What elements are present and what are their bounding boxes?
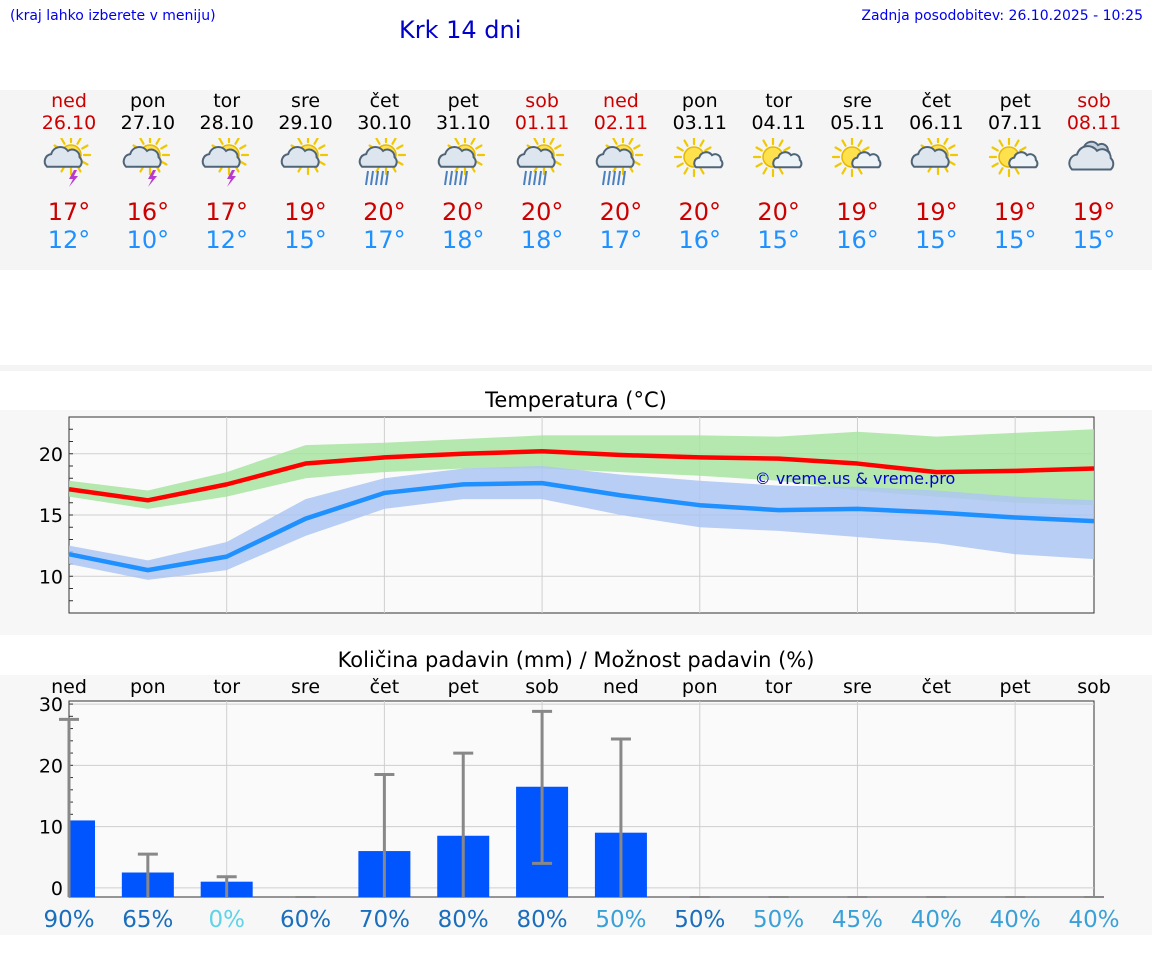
day-date: 01.11 [514, 112, 570, 134]
sun-small-cloud-icon [752, 136, 802, 178]
max-temperature: 20° [520, 198, 564, 226]
day-date: 05.11 [830, 112, 885, 134]
min-temperature: 12° [47, 226, 91, 254]
day-date: 07.11 [987, 112, 1043, 134]
min-temperature: 17° [599, 226, 643, 254]
weather-icon [751, 136, 807, 188]
max-temperature: 19° [284, 198, 327, 226]
weather-icon [514, 134, 570, 188]
day-name: pet [447, 90, 479, 112]
day-name: ned [51, 90, 87, 112]
min-temperature: 15° [993, 226, 1037, 254]
sun-cloud-thunder-icon [122, 134, 170, 187]
precipitation-chart-title: Količina padavin (mm) / Možnost padavin … [337, 648, 815, 672]
weather-icon [830, 136, 886, 188]
daily-forecast-strip: ned 26.10 17° 12° pon 27.10 16° 10° tor 28.10 17° 1… [0, 90, 1152, 270]
day-date: 08.11 [1066, 112, 1122, 134]
min-temperature: 12° [205, 226, 248, 254]
lightning-icon [147, 170, 157, 187]
day-date: 31.10 [436, 112, 491, 134]
max-temperature: 20° [441, 198, 485, 226]
sun-cloud-rain-icon [516, 134, 565, 186]
max-temperature: 19° [836, 198, 879, 226]
day-name: sre [843, 90, 872, 112]
day-date: 27.10 [120, 112, 176, 134]
min-temperature: 15° [757, 226, 800, 254]
max-temperature: 16° [126, 198, 170, 226]
weather-icon [672, 136, 728, 188]
day-name: čet [369, 90, 400, 112]
day-date: 02.11 [593, 112, 649, 134]
sun-cloud-icon [280, 134, 328, 176]
menu-hint-link[interactable]: (kraj lahko izberete v meniju) [10, 8, 216, 24]
min-temperature: 15° [1072, 226, 1116, 254]
min-temperature: 10° [126, 226, 170, 254]
max-temperature: 20° [599, 198, 643, 226]
weather-icon [1066, 138, 1122, 188]
max-temperature: 20° [678, 198, 722, 226]
temperature-panel [0, 410, 1152, 635]
sun-cloud-thunder-icon [201, 134, 249, 187]
sun-cloud-rain-icon [359, 134, 407, 186]
day-date: 04.11 [751, 112, 806, 134]
day-name: pet [999, 90, 1031, 112]
sun-small-cloud-icon [831, 136, 881, 178]
weather-icon [356, 134, 412, 188]
day-date: 30.10 [357, 112, 412, 134]
sun-small-cloud-icon [989, 136, 1039, 178]
day-name: sob [1077, 90, 1111, 112]
weather-icon [435, 134, 491, 188]
day-date: 26.10 [41, 112, 97, 134]
day-name: tor [213, 90, 241, 112]
sun-cloud-rain-icon [595, 134, 644, 186]
day-name: sob [525, 90, 559, 112]
page-title: Krk 14 dni [399, 16, 522, 44]
day-name: sre [291, 90, 321, 112]
day-name: čet [921, 90, 952, 112]
day-name: tor [765, 90, 793, 112]
weather-icon [41, 134, 97, 188]
precipitation-panel [0, 675, 1152, 935]
day-name: ned [603, 90, 639, 112]
lightning-icon [69, 170, 78, 187]
sun-cloud-rain-icon [437, 134, 486, 186]
weather-icon [987, 136, 1043, 188]
min-temperature: 16° [836, 226, 879, 254]
day-date: 29.10 [278, 112, 333, 134]
last-update: Zadnja posodobitev: 26.10.2025 - 10:25 [861, 8, 1143, 24]
day-date: 06.11 [909, 112, 964, 134]
max-temperature: 19° [993, 198, 1037, 226]
min-temperature: 16° [678, 226, 722, 254]
min-temperature: 15° [284, 226, 327, 254]
day-date: 28.10 [199, 112, 254, 134]
max-temperature: 17° [205, 198, 248, 226]
weather-icon [120, 134, 176, 188]
weather-icon [908, 134, 964, 188]
max-temperature: 20° [363, 198, 406, 226]
day-date: 03.11 [672, 112, 727, 134]
weather-icon [593, 134, 649, 188]
max-temperature: 20° [757, 198, 800, 226]
day-name: pon [681, 90, 718, 112]
min-temperature: 15° [915, 226, 958, 254]
min-temperature: 17° [363, 226, 406, 254]
max-temperature: 19° [915, 198, 958, 226]
temperature-chart-title: Temperatura (°C) [485, 388, 667, 412]
cloudy-icon [1068, 140, 1115, 171]
weather-icon [278, 134, 334, 188]
min-temperature: 18° [441, 226, 485, 254]
weather-icon [199, 134, 255, 188]
divider [0, 365, 1152, 371]
lightning-icon [226, 170, 236, 187]
max-temperature: 17° [47, 198, 91, 226]
sun-cloud-thunder-icon [43, 134, 92, 187]
sun-cloud-icon [911, 134, 959, 176]
day-name: pon [129, 90, 166, 112]
min-temperature: 18° [520, 226, 564, 254]
sun-small-cloud-icon [673, 136, 724, 178]
max-temperature: 19° [1072, 198, 1116, 226]
